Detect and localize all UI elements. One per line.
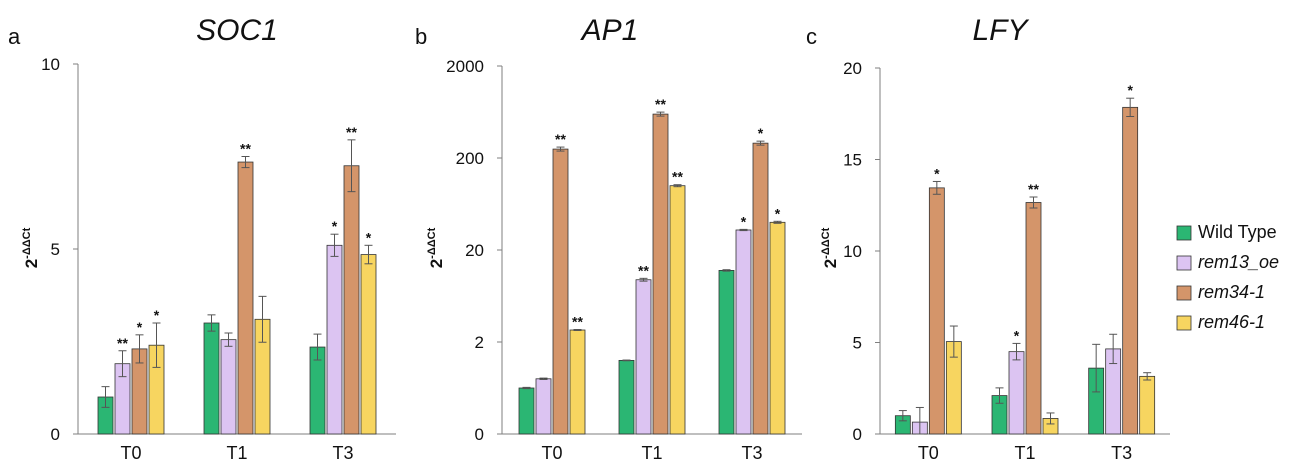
x-tick-label: T1 [1014,443,1035,463]
significance-label: * [758,125,764,141]
legend-label: rem13_oe [1198,252,1279,272]
legend-label: rem34-1 [1198,282,1265,302]
significance-label: ** [1028,181,1039,197]
significance-label: ** [572,314,583,330]
y-tick-label: 2 [475,333,484,352]
x-tick-label: T3 [741,443,762,463]
y-axis-label: 2-ΔΔCt [820,227,840,268]
y-tick-label: 15 [843,151,862,170]
bar [735,229,752,435]
x-tick-label: T1 [641,443,662,463]
y-tick-label: 0 [475,425,484,444]
bar [569,329,586,435]
x-tick-label: T0 [918,443,939,463]
significance-label: * [1127,82,1133,98]
y-axis-label-sup: -ΔΔCt [426,227,438,258]
significance-label: ** [672,169,683,185]
legend-label: Wild Type [1198,222,1277,242]
legend-label: rem46-1 [1198,312,1265,332]
bar [360,254,377,435]
significance-label: ** [346,124,357,140]
significance-label: ** [555,131,566,147]
x-tick-label: T3 [1111,443,1132,463]
bar [652,113,669,435]
significance-label: ** [240,141,251,157]
y-tick-label: 10 [843,242,862,261]
bar [203,322,220,435]
significance-label: * [137,319,143,335]
bar [220,339,237,435]
bar [343,165,360,435]
significance-label: * [741,213,747,229]
y-axis-label: 2-ΔΔCt [426,227,446,268]
x-tick-label: T1 [226,443,247,463]
y-tick-label: 10 [41,55,60,74]
panel-letter: c [806,24,817,49]
chart-title: AP1 [580,14,639,47]
y-axis-label-sup: -ΔΔCt [21,227,33,258]
significance-label: * [934,165,940,181]
chart-title: SOC1 [196,14,278,47]
significance-label: ** [117,335,128,351]
bar [1122,106,1139,435]
significance-label: * [332,218,338,234]
y-tick-label: 5 [51,240,60,259]
legend-swatch [1176,225,1192,241]
y-axis-label-base: 2 [22,259,41,268]
y-tick-label: 2000 [446,57,484,76]
panel-letter: a [8,24,21,49]
significance-label: ** [655,96,666,112]
bar [237,161,254,435]
significance-label: * [1014,327,1020,343]
panel-ap1: b AP1 2-ΔΔCt 02202002000T0****T1******T3… [415,14,802,463]
bar [1139,375,1156,435]
legend: Wild Type rem13_oe rem34-1 rem46-1 [1176,222,1279,332]
y-axis-label-base: 2 [427,259,446,268]
x-tick-label: T3 [332,443,353,463]
y-axis-label: 2-ΔΔCt [21,227,41,268]
bar [769,221,786,435]
significance-label: * [775,205,781,221]
y-tick-label: 20 [465,241,484,260]
chart-title: LFY [972,14,1029,47]
bar [1008,351,1025,435]
y-tick-label: 200 [456,149,484,168]
y-tick-label: 0 [51,425,60,444]
bar [928,187,945,435]
x-tick-label: T0 [120,443,141,463]
legend-swatch [1176,285,1192,301]
panel-letter: b [415,24,427,49]
bar [518,387,535,435]
y-axis-label-sup: -ΔΔCt [820,227,832,258]
bar [718,270,735,435]
bar [326,244,343,435]
x-tick-label: T0 [541,443,562,463]
bar [669,185,686,435]
legend-swatch [1176,315,1192,331]
significance-label: ** [638,262,649,278]
bar [635,279,652,435]
bar [618,359,635,435]
y-tick-label: 5 [853,334,862,353]
legend-swatch [1176,255,1192,271]
bar [552,148,569,435]
bar [1025,202,1042,435]
significance-label: * [366,229,372,245]
y-tick-label: 0 [853,425,862,444]
y-axis-label-base: 2 [821,259,840,268]
y-tick-label: 20 [843,59,862,78]
significance-label: * [154,307,160,323]
bar [535,378,552,435]
bar [752,142,769,435]
